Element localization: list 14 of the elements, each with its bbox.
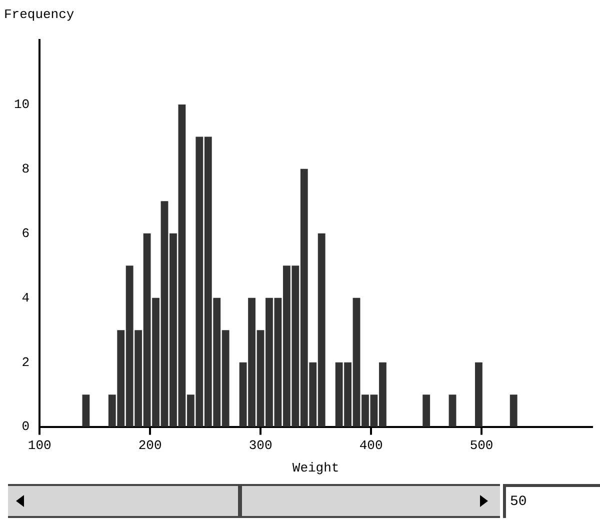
x-tick-label: 200 xyxy=(138,438,162,454)
x-tick-label: 500 xyxy=(470,438,494,454)
x-tick-label: 100 xyxy=(28,438,52,454)
y-tick-label: 10 xyxy=(14,96,30,112)
y-tick-label: 4 xyxy=(22,290,30,306)
y-axis-title: Frequency xyxy=(4,6,74,22)
text-field: 50 xyxy=(503,484,600,518)
x-tick-label: 400 xyxy=(359,438,383,454)
y-tick-label: 8 xyxy=(22,161,30,176)
y-tick-label: 6 xyxy=(22,226,30,241)
x-axis-title: Weight xyxy=(292,460,340,476)
y-tick-label: 0 xyxy=(22,419,30,434)
x-tick-label: 300 xyxy=(248,438,272,454)
y-tick-label: 2 xyxy=(22,354,30,370)
